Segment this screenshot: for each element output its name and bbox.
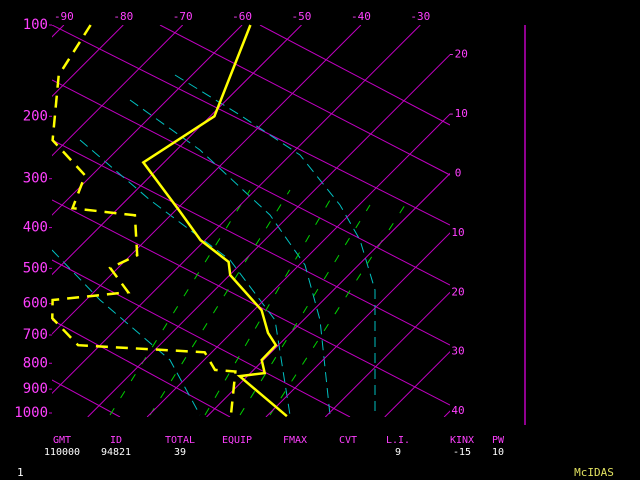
y-tick-label: 800	[23, 355, 48, 371]
isotherm	[52, 25, 124, 97]
isotherm	[206, 172, 450, 417]
index-label: FMAX	[283, 435, 307, 446]
x-tick-label: -50	[292, 10, 312, 23]
y-tick-label: 400	[23, 220, 48, 236]
isotherm-label: 10	[451, 226, 464, 239]
index-label: TOTAL	[165, 435, 195, 446]
index-value: 39	[174, 447, 186, 458]
page-number: 1	[17, 466, 24, 479]
index-label: EQUIP	[222, 435, 252, 446]
index-value: -15	[453, 447, 471, 458]
x-tick-label: -90	[54, 10, 74, 23]
isotherm-label: -10	[448, 107, 468, 120]
y-tick-label: 100	[23, 17, 48, 33]
y-tick-label: 600	[23, 296, 48, 312]
y-tick-label: 700	[23, 327, 48, 343]
y-tick-label: 300	[23, 171, 48, 187]
isotherm	[324, 291, 450, 417]
isotherm-label: 30	[451, 345, 464, 358]
index-value: 94821	[101, 447, 131, 458]
y-tick-label: 1000	[14, 405, 48, 421]
temperature-line	[141, 24, 288, 418]
y-tick-label: 200	[23, 108, 48, 124]
index-value: 110000	[44, 447, 80, 458]
isotherm-label: 20	[451, 285, 464, 298]
index-label: KINX	[450, 435, 474, 446]
plot-area	[52, 25, 450, 417]
y-tick-label: 900	[23, 381, 48, 397]
reference-lines	[52, 25, 450, 417]
index-value: 9	[395, 447, 401, 458]
isotherm-label: 40	[451, 404, 464, 417]
isotherm	[52, 25, 302, 276]
x-tick-label: -60	[232, 10, 252, 23]
index-label: ID	[110, 435, 122, 446]
index-label: CVT	[339, 435, 357, 446]
isotherm	[52, 25, 362, 335]
index-label: L.I.	[386, 435, 410, 446]
index-value: 10	[492, 447, 504, 458]
index-label: GMT	[53, 435, 71, 446]
x-tick-label: -40	[351, 10, 371, 23]
isotherm	[146, 113, 450, 417]
mixing-ratio-lines	[109, 189, 406, 416]
isotherm	[52, 25, 243, 216]
index-label: PW	[492, 435, 505, 446]
y-tick-label: 500	[23, 260, 48, 276]
dewpoint-line	[51, 24, 237, 413]
isotherm	[52, 25, 184, 157]
x-tick-label: -30	[410, 10, 430, 23]
isotherm	[265, 232, 450, 417]
x-tick-label: -80	[113, 10, 133, 23]
isotherm-label: -20	[448, 48, 468, 61]
moist-adiabats	[52, 74, 376, 416]
isotherm	[87, 53, 450, 417]
brand: McIDAS	[574, 466, 614, 479]
dry-adiabats	[52, 25, 450, 417]
isotherm-label: 0	[455, 167, 462, 180]
x-tick-label: -70	[173, 10, 193, 23]
isotherm	[52, 25, 421, 395]
